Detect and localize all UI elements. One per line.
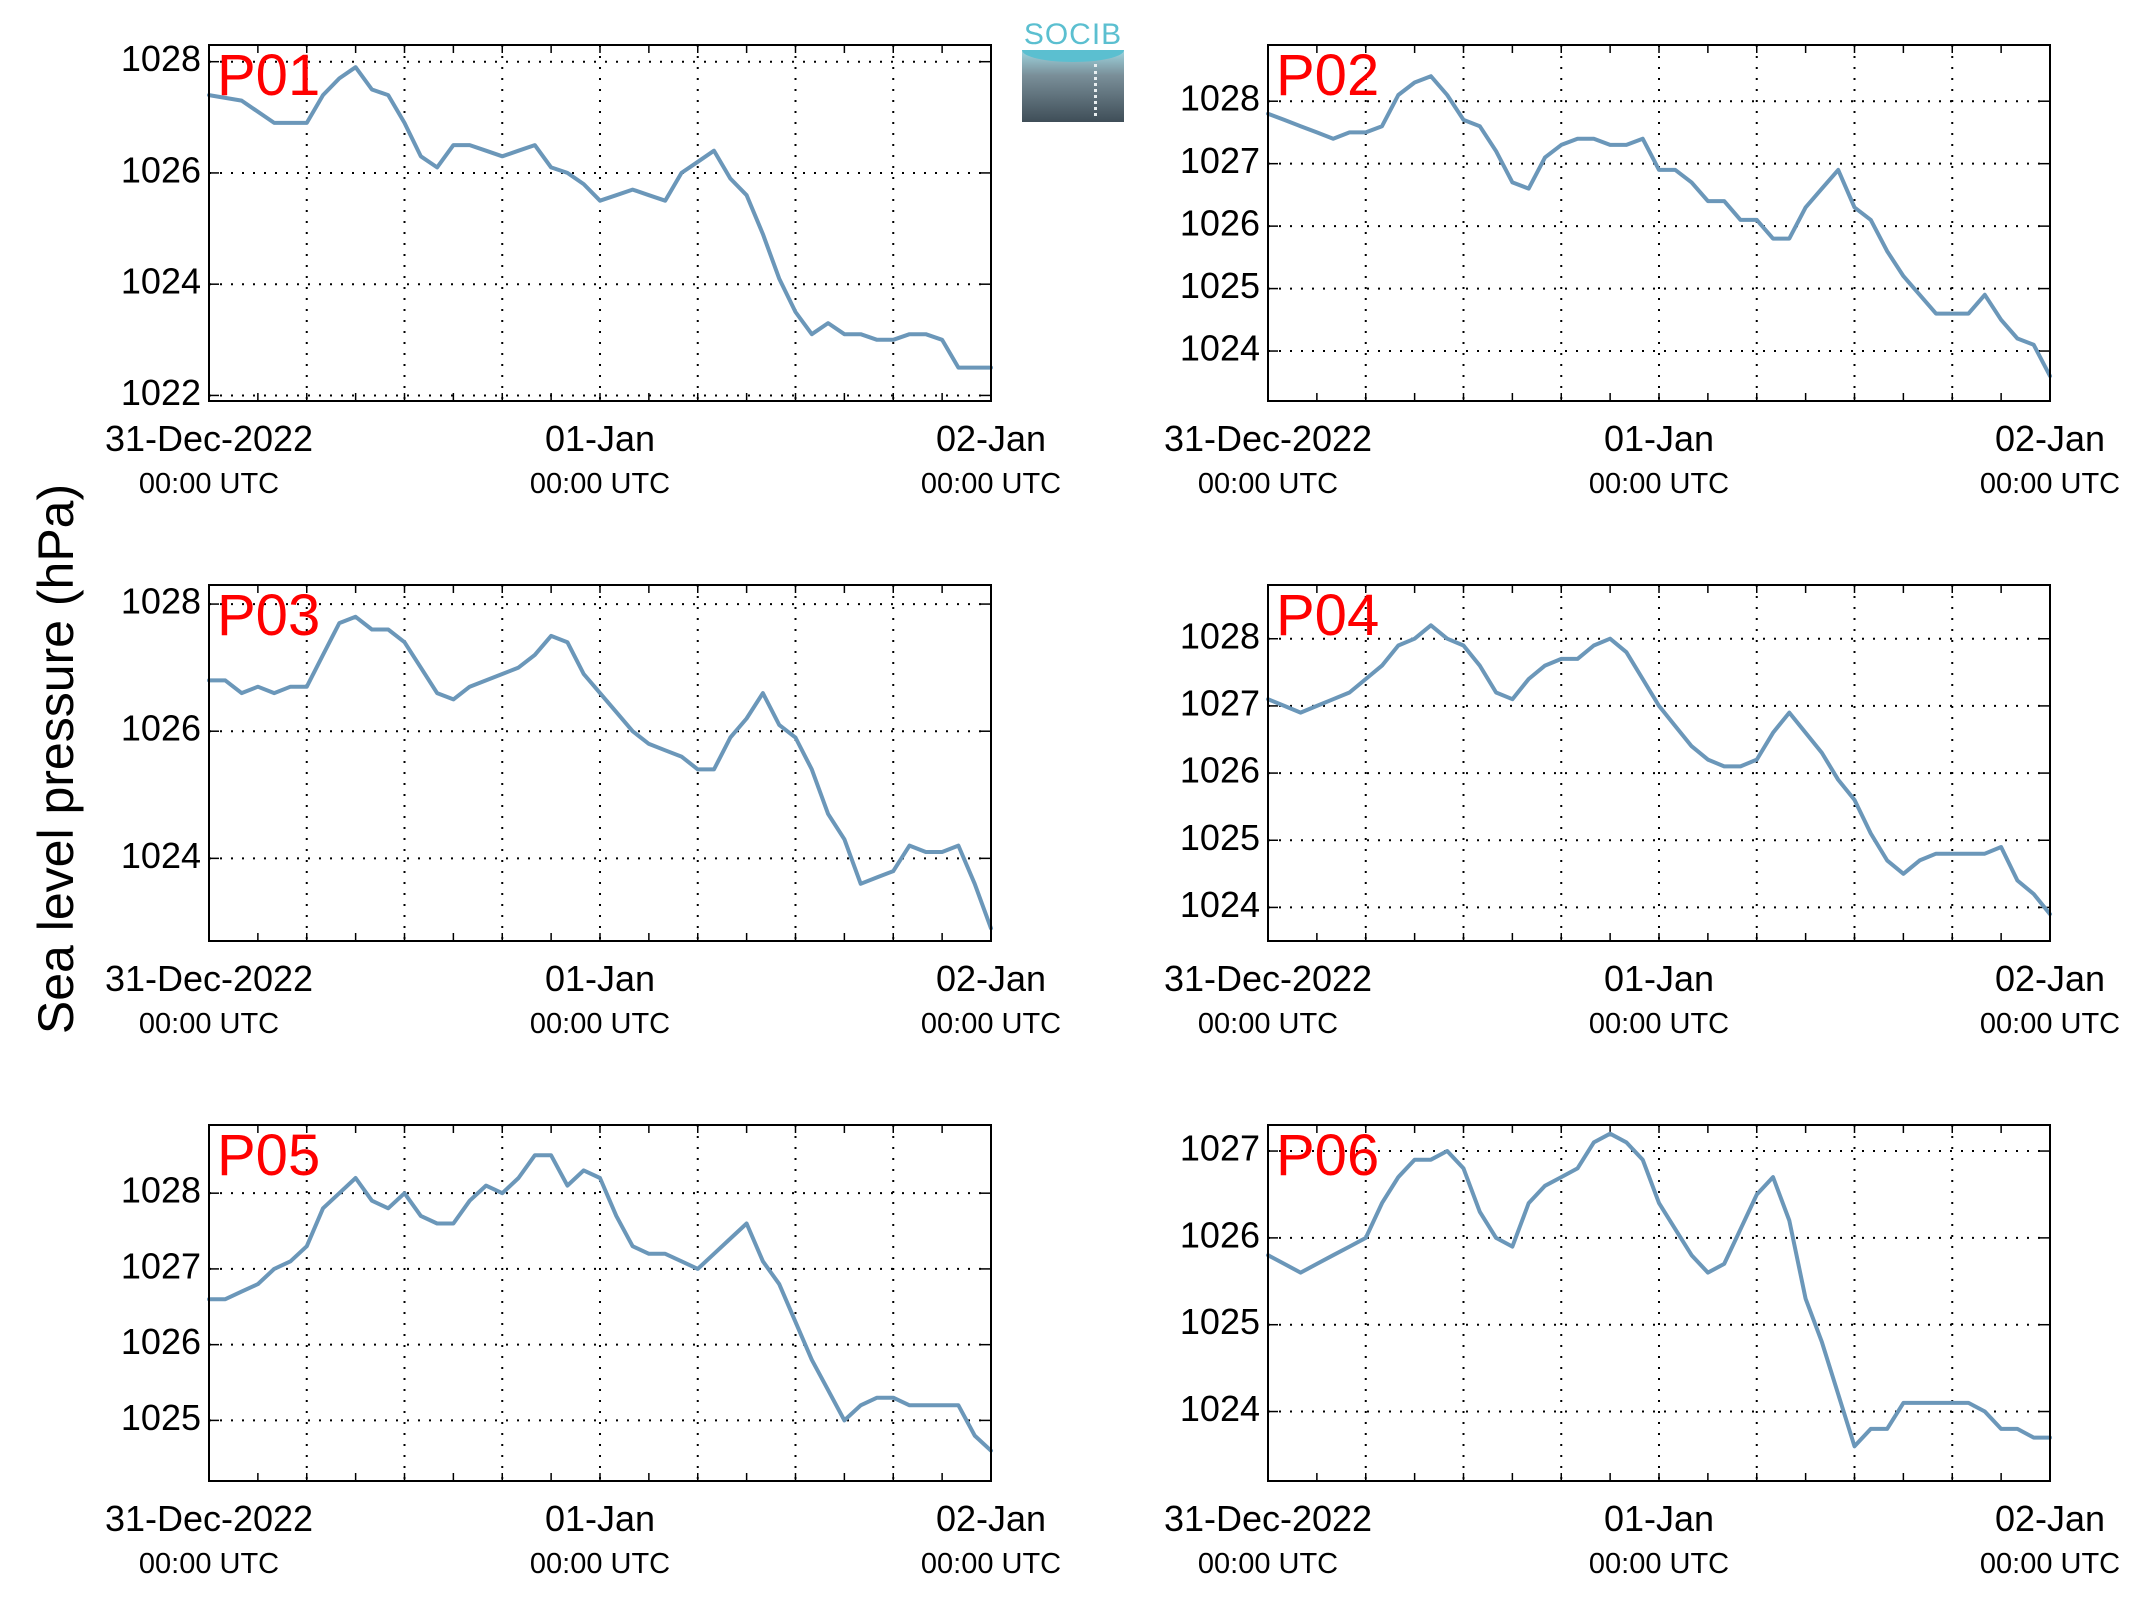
chart-panel-p06: 1024 1025 1026 1027 31-Dec-2022 00:00 UTC 01-J… bbox=[1164, 1123, 2120, 1580]
x-tick-label: 31-Dec-2022 bbox=[1164, 1498, 1372, 1539]
panel-label: P03 bbox=[217, 583, 320, 648]
x-tick-label: 01-Jan bbox=[545, 1498, 655, 1539]
x-tick-sublabel: 00:00 UTC bbox=[921, 1548, 1061, 1580]
plot-frame bbox=[1267, 44, 2051, 402]
y-tick-label: 1028 bbox=[1180, 78, 1260, 119]
y-tick-label: 1022 bbox=[121, 372, 201, 413]
x-tick-sublabel: 00:00 UTC bbox=[1980, 1008, 2120, 1040]
chart-panel-p01: 1022 1024 1026 1028 31-Dec-2022 00:00 UTC 01-J… bbox=[105, 38, 1061, 500]
y-tick-label: 1027 bbox=[121, 1245, 201, 1286]
x-tick-label: 01-Jan bbox=[1604, 418, 1714, 459]
x-tick-sublabel: 00:00 UTC bbox=[139, 1548, 279, 1580]
y-tick-label: 1028 bbox=[1180, 615, 1260, 656]
x-tick-label: 31-Dec-2022 bbox=[105, 958, 313, 999]
y-tick-label: 1024 bbox=[1180, 328, 1260, 369]
x-tick-sublabel: 00:00 UTC bbox=[921, 1008, 1061, 1040]
logo-wave-icon bbox=[1022, 50, 1124, 62]
x-tick-sublabel: 00:00 UTC bbox=[139, 468, 279, 500]
y-tick-label: 1026 bbox=[121, 149, 201, 190]
y-tick-label: 1025 bbox=[121, 1397, 201, 1438]
chart-panel-p03: 1024 1026 1028 31-Dec-2022 00:00 UTC 01-Jan 00… bbox=[105, 581, 1061, 1040]
panel-label: P04 bbox=[1276, 583, 1379, 648]
y-tick-label: 1024 bbox=[121, 835, 201, 876]
x-tick-label: 02-Jan bbox=[1995, 958, 2105, 999]
panel-label: P02 bbox=[1276, 43, 1379, 108]
y-tick-label: 1027 bbox=[1180, 1128, 1260, 1169]
y-tick-label: 1027 bbox=[1180, 682, 1260, 723]
series-line-p05 bbox=[207, 1153, 993, 1453]
y-tick-label: 1025 bbox=[1180, 265, 1260, 306]
x-tick-sublabel: 00:00 UTC bbox=[530, 468, 670, 500]
y-tick-label: 1024 bbox=[121, 261, 201, 302]
y-tick-label: 1025 bbox=[1180, 1301, 1260, 1342]
plot-frame bbox=[208, 1124, 992, 1482]
y-tick-label: 1026 bbox=[121, 1321, 201, 1362]
y-tick-label: 1026 bbox=[121, 708, 201, 749]
plot-frame bbox=[1267, 1124, 2051, 1482]
x-tick-sublabel: 00:00 UTC bbox=[530, 1548, 670, 1580]
logo-graphic bbox=[1022, 50, 1124, 122]
y-tick-label: 1028 bbox=[121, 581, 201, 622]
x-tick-label: 31-Dec-2022 bbox=[105, 418, 313, 459]
x-tick-label: 02-Jan bbox=[936, 958, 1046, 999]
y-tick-label: 1027 bbox=[1180, 140, 1260, 181]
y-tick-label: 1026 bbox=[1180, 203, 1260, 244]
chart-panel-p02: 1024 1025 1026 1027 1028 31-Dec-2022 00:00 UTC… bbox=[1164, 43, 2120, 500]
y-tick-label: 1025 bbox=[1180, 817, 1260, 858]
series-line-p01 bbox=[207, 65, 993, 370]
x-tick-label: 31-Dec-2022 bbox=[1164, 958, 1372, 999]
x-tick-sublabel: 00:00 UTC bbox=[921, 468, 1061, 500]
x-tick-label: 31-Dec-2022 bbox=[1164, 418, 1372, 459]
x-tick-sublabel: 00:00 UTC bbox=[1198, 1548, 1338, 1580]
y-tick-label: 1026 bbox=[1180, 750, 1260, 791]
series-line-p06 bbox=[1266, 1131, 2052, 1449]
x-tick-label: 02-Jan bbox=[936, 1498, 1046, 1539]
x-tick-sublabel: 00:00 UTC bbox=[1198, 468, 1338, 500]
x-tick-label: 01-Jan bbox=[1604, 1498, 1714, 1539]
plot-frame bbox=[1267, 584, 2051, 942]
panel-label: P05 bbox=[217, 1123, 320, 1188]
x-tick-sublabel: 00:00 UTC bbox=[1589, 1548, 1729, 1580]
x-tick-label: 01-Jan bbox=[545, 958, 655, 999]
socib-logo: SOCIB bbox=[1022, 18, 1124, 122]
x-tick-label: 02-Jan bbox=[1995, 418, 2105, 459]
y-tick-label: 1024 bbox=[1180, 1388, 1260, 1429]
panel-label: P06 bbox=[1276, 1123, 1379, 1188]
x-tick-sublabel: 00:00 UTC bbox=[1589, 468, 1729, 500]
chart-panel-p04: 1024 1025 1026 1027 1028 31-Dec-2022 00:00 UTC… bbox=[1164, 583, 2120, 1040]
chart-panel-p05: 1025 1026 1027 1028 31-Dec-2022 00:00 UTC 01-J… bbox=[105, 1123, 1061, 1580]
logo-dotted-line-icon bbox=[1094, 64, 1097, 116]
y-tick-label: 1028 bbox=[121, 1170, 201, 1211]
series-line-p02 bbox=[1266, 74, 2052, 378]
x-tick-label: 01-Jan bbox=[1604, 958, 1714, 999]
x-tick-sublabel: 00:00 UTC bbox=[1589, 1008, 1729, 1040]
x-tick-sublabel: 00:00 UTC bbox=[1198, 1008, 1338, 1040]
x-tick-sublabel: 00:00 UTC bbox=[1980, 1548, 2120, 1580]
plot-frame bbox=[208, 584, 992, 942]
y-tick-label: 1024 bbox=[1180, 884, 1260, 925]
x-tick-sublabel: 00:00 UTC bbox=[139, 1008, 279, 1040]
x-tick-label: 02-Jan bbox=[1995, 1498, 2105, 1539]
x-tick-sublabel: 00:00 UTC bbox=[1980, 468, 2120, 500]
series-line-p03 bbox=[207, 614, 993, 931]
x-tick-label: 01-Jan bbox=[545, 418, 655, 459]
plot-frame bbox=[208, 44, 992, 402]
x-tick-label: 31-Dec-2022 bbox=[105, 1498, 313, 1539]
series-line-p04 bbox=[1266, 623, 2052, 917]
y-tick-label: 1026 bbox=[1180, 1214, 1260, 1255]
logo-text: SOCIB bbox=[1023, 18, 1123, 51]
x-tick-sublabel: 00:00 UTC bbox=[530, 1008, 670, 1040]
panel-label: P01 bbox=[217, 43, 320, 108]
y-tick-label: 1028 bbox=[121, 38, 201, 79]
x-tick-label: 02-Jan bbox=[936, 418, 1046, 459]
